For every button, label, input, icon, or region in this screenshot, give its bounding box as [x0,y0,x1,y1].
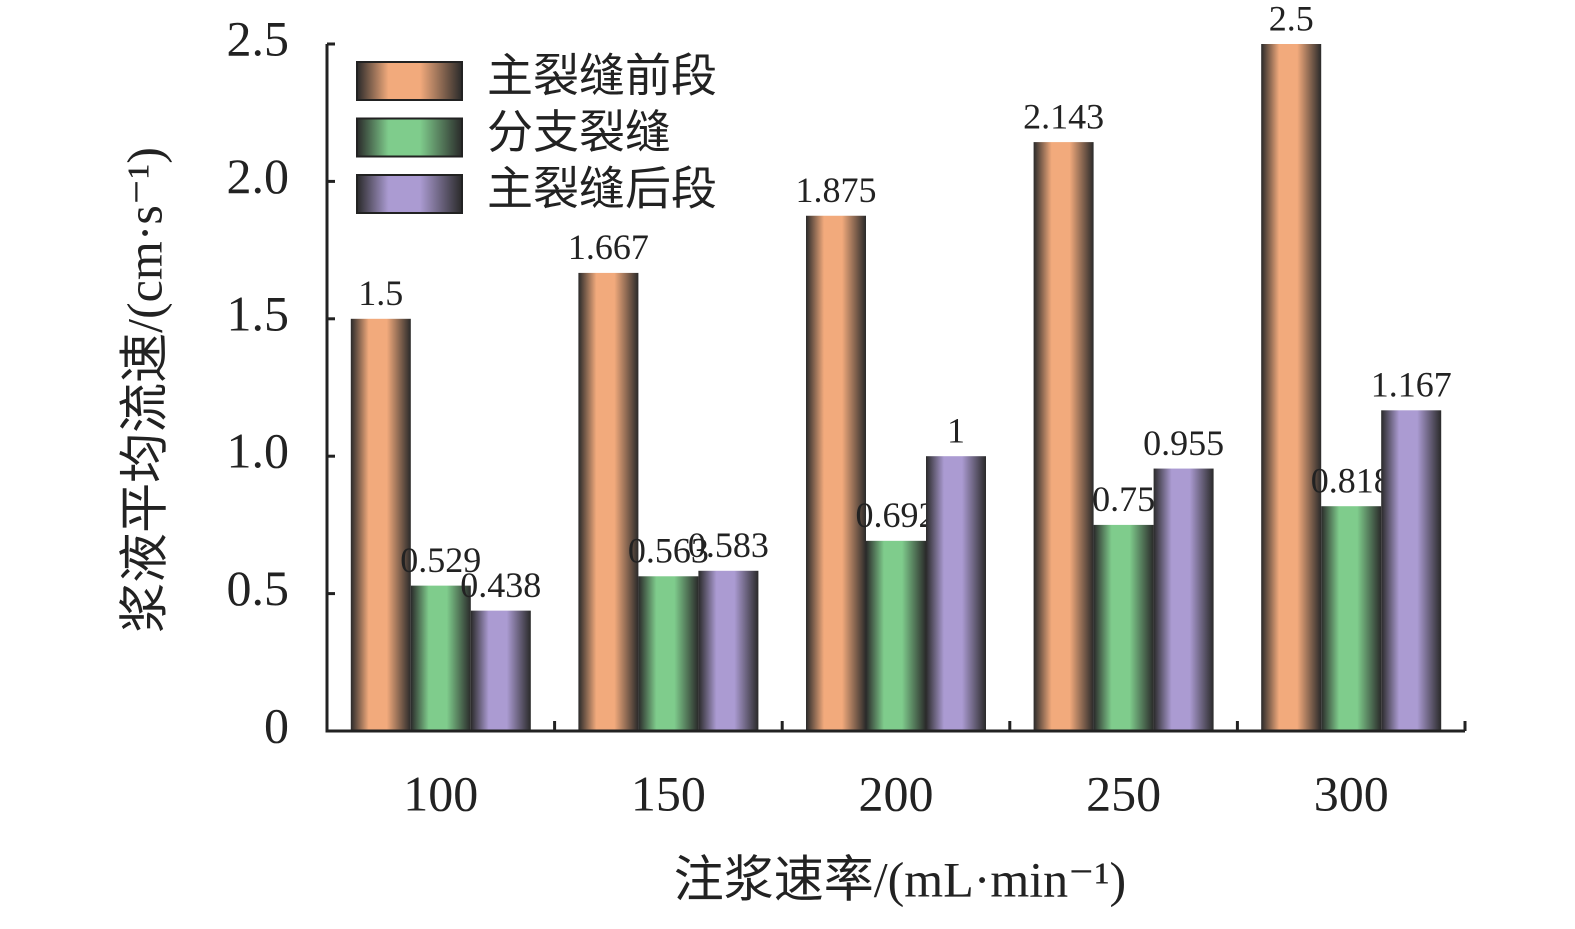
y-tick-label: 1.5 [227,285,290,341]
y-tick-label: 1.0 [227,423,290,479]
legend-swatch [356,117,463,158]
bar [1381,410,1442,731]
legend-label: 分支裂缝 [487,107,671,158]
bar [1261,44,1322,731]
value-label: 0.692 [856,495,937,535]
legend-swatch [356,174,463,214]
value-label: 1 [947,410,965,450]
x-tick-label: 250 [1086,765,1161,821]
bar [410,585,471,731]
bar [926,456,986,731]
bar [698,570,759,731]
value-label: 0.438 [460,565,541,605]
value-label: 2.5 [1269,0,1314,38]
bar [638,576,699,731]
x-tick-label: 100 [403,765,478,821]
bar [578,272,639,731]
bar [1033,142,1094,731]
x-tick-label: 150 [631,765,706,821]
x-tick-label: 200 [859,765,934,821]
bar [1153,468,1214,731]
y-tick-label: 0.5 [227,560,290,616]
value-label: 0.818 [1311,460,1392,500]
bar [470,610,531,731]
bar [866,540,926,731]
legend-label: 主裂缝前段 [487,51,717,102]
value-label: 0.955 [1143,423,1224,463]
value-label: 1.5 [358,273,403,313]
value-label: 1.167 [1371,365,1452,405]
value-label: 0.563 [628,531,709,571]
value-label: 0.529 [400,540,481,580]
bar [806,215,866,731]
value-label: 1.667 [568,227,649,267]
y-tick-label: 2.5 [227,10,290,66]
y-tick-label: 0 [264,697,289,753]
value-label: 0.583 [688,525,769,565]
value-label: 1.875 [796,170,877,210]
legend-label: 主裂缝后段 [487,164,717,215]
bar [350,318,411,731]
y-axis-title: 浆液平均流速/(cm·s⁻¹) [116,147,172,633]
value-label: 2.143 [1023,96,1104,136]
bar [1321,506,1382,731]
x-axis-title: 注浆速率/(mL·min⁻¹) [674,851,1126,907]
y-tick-label: 2.0 [227,148,290,204]
bar [1093,524,1154,731]
legend-swatch [356,61,463,101]
x-tick-label: 300 [1314,765,1389,821]
value-label: 0.75 [1092,479,1155,519]
